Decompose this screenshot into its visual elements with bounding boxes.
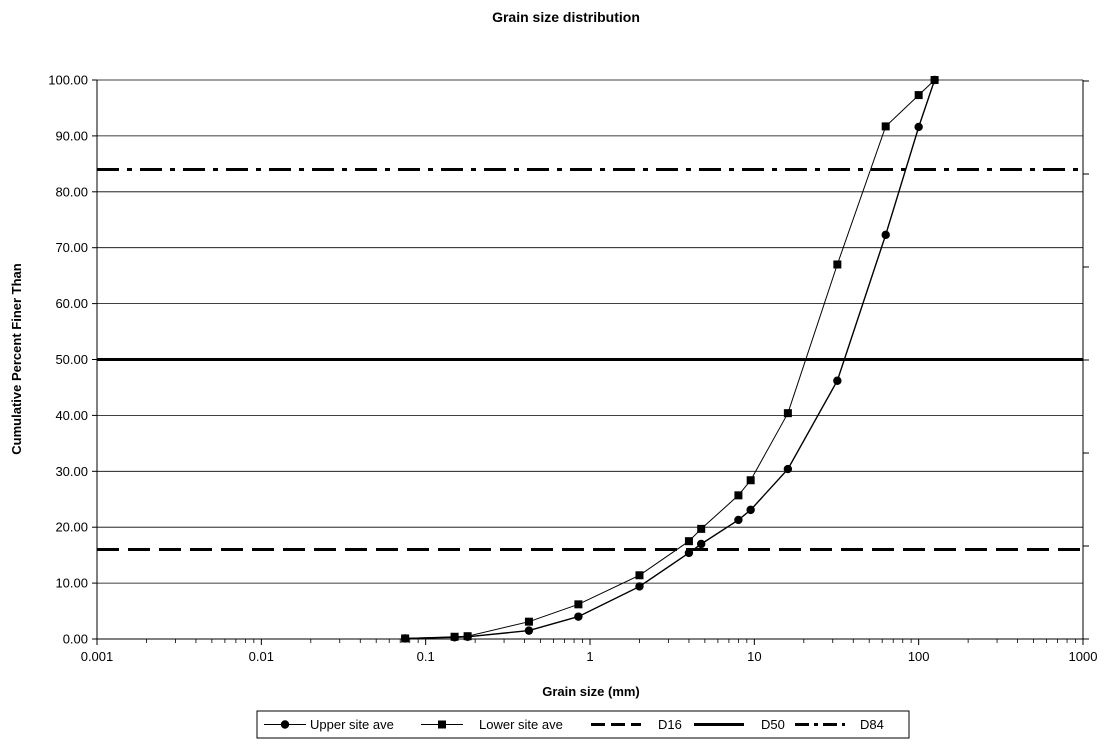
- x-tick-label: 1000: [1069, 649, 1098, 664]
- legend-label-d50: D50: [761, 717, 785, 732]
- y-tick-label: 0.00: [63, 632, 88, 647]
- legend-label-d84: D84: [860, 717, 884, 732]
- y-tick-label: 70.00: [55, 240, 88, 255]
- data-point-lower-site-ave: [833, 260, 842, 269]
- data-point-lower-site-ave: [450, 632, 459, 641]
- legend-label-upper-site-ave: Upper site ave: [310, 717, 394, 732]
- legend-label-lower-site-ave: Lower site ave: [479, 717, 563, 732]
- data-point-upper-site-ave: [783, 464, 793, 474]
- y-tick-label: 10.00: [55, 576, 88, 591]
- y-tick-label: 40.00: [55, 408, 88, 423]
- x-tick-label: 100: [908, 649, 930, 664]
- data-point-lower-site-ave: [914, 91, 923, 100]
- data-point-lower-site-ave: [401, 634, 410, 643]
- legend: Upper site ave Lower site ave D16 D50 D84: [256, 710, 910, 739]
- legend-marker-lower-site-ave: [438, 720, 446, 729]
- data-point-lower-site-ave: [524, 617, 533, 626]
- data-point-lower-site-ave: [881, 122, 890, 131]
- chart-title: Grain size distribution: [492, 9, 640, 25]
- data-point-upper-site-ave: [734, 515, 743, 525]
- axis-ticks: 0.0010.0020.0030.0040.0050.0060.0070.008…: [48, 73, 1097, 665]
- y-tick-label: 30.00: [55, 464, 88, 479]
- legend-marker-upper-site-ave: [280, 720, 290, 729]
- data-point-lower-site-ave: [635, 571, 644, 580]
- data-point-lower-site-ave: [930, 76, 939, 84]
- legend-label-d16: D16: [658, 717, 682, 732]
- series-group: [97, 75, 1083, 643]
- data-point-upper-site-ave: [697, 539, 706, 549]
- x-tick-label: 0.001: [81, 649, 114, 664]
- y-tick-label: 100.00: [48, 73, 88, 88]
- data-point-upper-site-ave: [746, 505, 755, 515]
- data-point-upper-site-ave: [881, 230, 890, 240]
- x-tick-label: 10: [747, 649, 761, 664]
- x-tick-label: 0.1: [417, 649, 435, 664]
- x-axis-label: Grain size (mm): [542, 684, 640, 699]
- data-point-upper-site-ave: [914, 122, 923, 132]
- y-axis-label: Cumulative Percent Finer Than: [9, 263, 24, 454]
- data-point-upper-site-ave: [524, 626, 534, 635]
- y-tick-label: 60.00: [55, 296, 88, 311]
- y-tick-label: 50.00: [55, 352, 88, 367]
- x-tick-label: 1: [586, 649, 593, 664]
- y-tick-label: 20.00: [55, 520, 88, 535]
- y-tick-label: 90.00: [55, 128, 88, 143]
- data-point-upper-site-ave: [574, 612, 583, 621]
- data-point-lower-site-ave: [783, 409, 792, 418]
- data-point-upper-site-ave: [833, 376, 842, 385]
- data-point-lower-site-ave: [697, 524, 706, 533]
- data-point-lower-site-ave: [463, 632, 472, 641]
- legend-box: [256, 710, 910, 739]
- data-point-lower-site-ave: [746, 476, 755, 485]
- data-point-lower-site-ave: [574, 600, 583, 609]
- y-tick-label: 80.00: [55, 184, 88, 199]
- data-point-upper-site-ave: [635, 582, 644, 591]
- data-point-upper-site-ave: [684, 548, 694, 558]
- x-tick-label: 0.01: [249, 649, 274, 664]
- data-point-lower-site-ave: [734, 491, 743, 500]
- data-point-lower-site-ave: [684, 537, 693, 546]
